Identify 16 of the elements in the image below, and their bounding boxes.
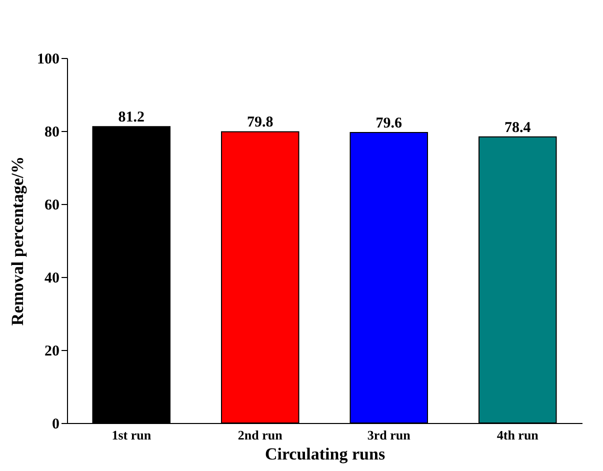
y-tick-label: 80 <box>44 124 60 140</box>
data-label: 79.6 <box>376 115 402 132</box>
data-label: 81.2 <box>118 110 144 126</box>
y-tick-label: 40 <box>44 270 60 286</box>
y-tick-label: 20 <box>44 344 60 360</box>
x-axis-title: Circulating runs <box>264 444 386 464</box>
y-tick-label: 60 <box>44 198 60 214</box>
y-axis-title: Removal percentage/% <box>8 156 27 326</box>
x-tick-label: 3rd run <box>367 428 412 442</box>
data-label: 78.4 <box>504 120 532 136</box>
y-tick-label: 0 <box>52 416 60 432</box>
data-label: 79.8 <box>247 114 274 131</box>
x-tick-label: 4th run <box>496 428 540 442</box>
x-tick-label: 1st run <box>112 428 152 442</box>
x-tick-label: 2nd run <box>238 428 284 442</box>
y-tick-label: 100 <box>37 52 60 68</box>
